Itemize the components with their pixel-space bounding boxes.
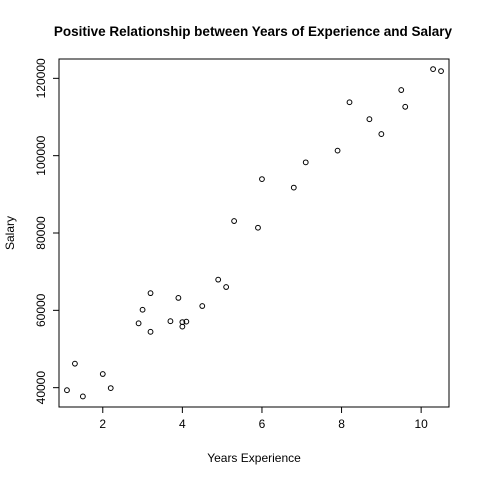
data-point — [231, 218, 238, 224]
data-point — [255, 224, 261, 231]
data-point — [135, 320, 142, 327]
data-point — [402, 103, 409, 110]
data-point — [290, 184, 297, 191]
x-axis-label: Years Experience — [207, 451, 301, 465]
data-point — [99, 371, 106, 377]
data-point — [346, 99, 353, 106]
data-point — [72, 360, 78, 367]
y-tick-label: 60000 — [34, 293, 48, 327]
x-tick-label: 10 — [414, 417, 428, 431]
data-point — [378, 131, 385, 137]
data-point — [79, 393, 86, 400]
y-axis: 40000 60000 80000 100000 120000 — [34, 58, 59, 404]
data-point — [107, 385, 114, 391]
data-point — [223, 284, 230, 290]
plot-frame — [58, 58, 450, 408]
data-point — [215, 276, 222, 283]
data-point — [259, 176, 265, 182]
data-point — [334, 147, 341, 154]
chart-title: Positive Relationship between Years of E… — [54, 24, 453, 39]
data-point — [147, 290, 154, 297]
y-tick-label: 80000 — [34, 216, 48, 250]
x-tick-label: 2 — [99, 417, 106, 431]
x-tick-label: 6 — [259, 417, 266, 431]
data-point — [183, 318, 190, 325]
data-points — [64, 66, 444, 400]
y-tick-label: 100000 — [34, 135, 48, 175]
y-tick-label: 120000 — [34, 58, 48, 98]
data-point — [139, 306, 146, 313]
x-axis: 2 4 6 8 10 — [99, 407, 428, 431]
x-tick-label: 4 — [179, 417, 186, 431]
data-point — [175, 294, 182, 301]
data-point — [199, 303, 206, 309]
data-point — [167, 318, 174, 325]
data-point — [398, 87, 405, 93]
data-point — [366, 116, 373, 123]
data-point — [147, 328, 154, 335]
data-point — [438, 68, 444, 74]
x-tick-label: 8 — [338, 417, 345, 431]
data-point — [430, 66, 436, 72]
data-point — [64, 387, 70, 394]
data-point — [302, 159, 309, 166]
y-tick-label: 40000 — [34, 371, 48, 405]
data-point — [179, 319, 186, 325]
y-axis-label: Salary — [3, 216, 17, 250]
